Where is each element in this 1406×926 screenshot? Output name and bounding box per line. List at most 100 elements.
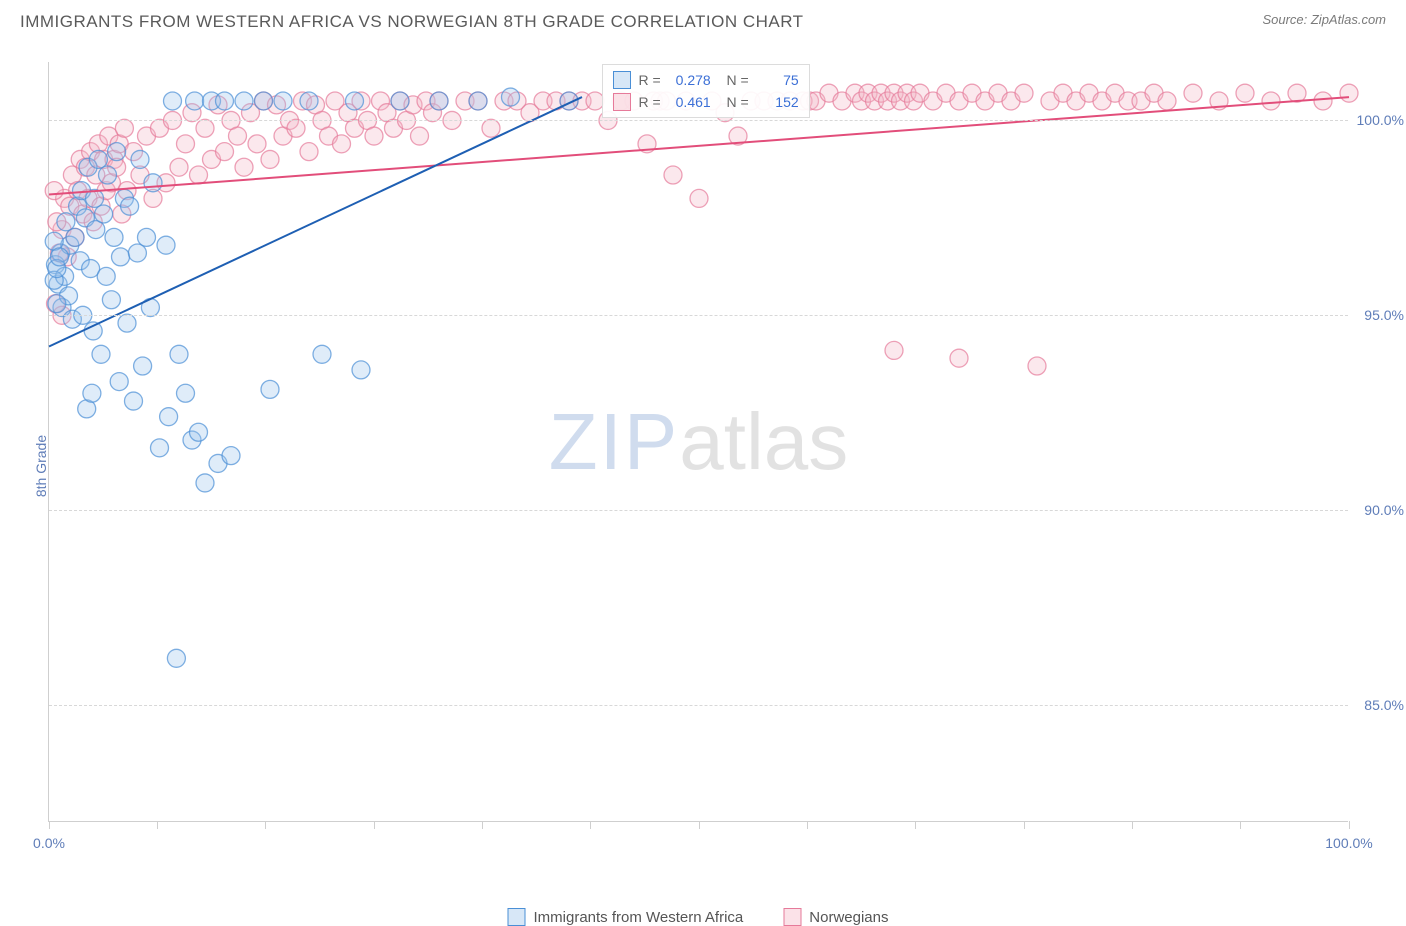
data-point: [164, 92, 182, 110]
x-tick: [699, 821, 700, 829]
data-point: [482, 119, 500, 137]
data-point: [170, 158, 188, 176]
data-point: [102, 291, 120, 309]
legend-swatch: [508, 908, 526, 926]
data-point: [300, 92, 318, 110]
legend-row: R =0.278 N =75: [613, 69, 799, 91]
data-point: [92, 345, 110, 363]
data-point: [89, 150, 107, 168]
data-point: [97, 267, 115, 285]
data-point: [1158, 92, 1176, 110]
data-point: [313, 345, 331, 363]
series-legend: Immigrants from Western Africa Norwegians: [508, 908, 889, 926]
data-point: [196, 474, 214, 492]
data-point: [112, 248, 130, 266]
x-tick-label: 100.0%: [1325, 835, 1372, 851]
data-point: [121, 197, 139, 215]
legend-row: R =0.461 N =152: [613, 91, 799, 113]
data-point: [235, 92, 253, 110]
data-point: [255, 92, 273, 110]
x-tick: [49, 821, 50, 829]
data-point: [128, 244, 146, 262]
x-tick: [1024, 821, 1025, 829]
data-point: [186, 92, 204, 110]
x-tick: [590, 821, 591, 829]
data-point: [144, 174, 162, 192]
data-point: [222, 447, 240, 465]
x-tick-label: 0.0%: [33, 835, 65, 851]
x-tick: [157, 821, 158, 829]
x-tick: [915, 821, 916, 829]
data-point: [216, 92, 234, 110]
chart-title: IMMIGRANTS FROM WESTERN AFRICA VS NORWEG…: [20, 12, 804, 32]
legend-item: Immigrants from Western Africa: [508, 908, 744, 926]
x-tick: [1349, 821, 1350, 829]
x-tick: [374, 821, 375, 829]
data-point: [365, 127, 383, 145]
data-point: [48, 295, 66, 313]
data-point: [216, 143, 234, 161]
r-label: R =: [639, 72, 661, 88]
data-point: [391, 92, 409, 110]
data-point: [45, 182, 63, 200]
data-point: [84, 322, 102, 340]
data-point: [105, 228, 123, 246]
data-point: [411, 127, 429, 145]
x-tick: [807, 821, 808, 829]
data-point: [1314, 92, 1332, 110]
n-value: 75: [757, 72, 799, 88]
data-point: [118, 314, 136, 332]
r-label: R =: [639, 94, 661, 110]
data-point: [1184, 84, 1202, 102]
n-value: 152: [757, 94, 799, 110]
data-point: [57, 213, 75, 231]
gridline: [49, 705, 1348, 706]
legend-swatch: [613, 93, 631, 111]
data-point: [1015, 84, 1033, 102]
data-point: [170, 345, 188, 363]
data-point: [248, 135, 266, 153]
r-value: 0.278: [669, 72, 711, 88]
data-point: [108, 143, 126, 161]
data-point: [95, 205, 113, 223]
data-point: [274, 92, 292, 110]
data-point: [110, 373, 128, 391]
data-point: [190, 423, 208, 441]
data-point: [261, 150, 279, 168]
x-tick: [265, 821, 266, 829]
data-point: [346, 92, 364, 110]
data-point: [950, 349, 968, 367]
data-point: [261, 380, 279, 398]
chart-source: Source: ZipAtlas.com: [1262, 12, 1386, 27]
data-point: [690, 189, 708, 207]
data-point: [138, 228, 156, 246]
y-tick-label: 85.0%: [1354, 697, 1404, 713]
chart-header: IMMIGRANTS FROM WESTERN AFRICA VS NORWEG…: [0, 0, 1406, 36]
correlation-legend: R =0.278 N =75R =0.461 N =152: [602, 64, 810, 118]
data-point: [134, 357, 152, 375]
data-point: [177, 384, 195, 402]
legend-label: Norwegians: [809, 909, 888, 926]
data-point: [664, 166, 682, 184]
gridline: [49, 315, 1348, 316]
data-point: [157, 236, 175, 254]
data-point: [333, 135, 351, 153]
data-point: [177, 135, 195, 153]
gridline: [49, 120, 1348, 121]
data-point: [1262, 92, 1280, 110]
plot-area: ZIPatlas R =0.278 N =75R =0.461 N =152 8…: [48, 62, 1348, 822]
data-point: [287, 119, 305, 137]
legend-swatch: [613, 71, 631, 89]
legend-label: Immigrants from Western Africa: [534, 909, 744, 926]
data-point: [131, 150, 149, 168]
y-tick-label: 90.0%: [1354, 502, 1404, 518]
data-point: [1236, 84, 1254, 102]
data-point: [160, 408, 178, 426]
y-tick-label: 95.0%: [1354, 307, 1404, 323]
data-point: [1288, 84, 1306, 102]
data-point: [885, 341, 903, 359]
x-tick: [1132, 821, 1133, 829]
data-point: [196, 119, 214, 137]
legend-item: Norwegians: [783, 908, 888, 926]
data-point: [1340, 84, 1358, 102]
